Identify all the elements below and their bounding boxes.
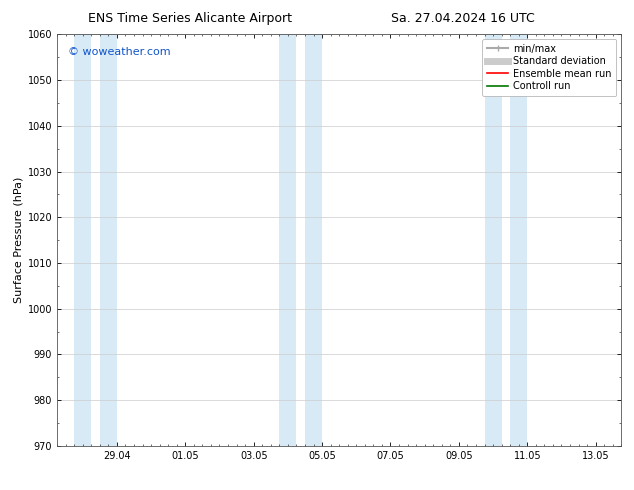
Text: © woweather.com: © woweather.com <box>68 47 171 57</box>
Y-axis label: Surface Pressure (hPa): Surface Pressure (hPa) <box>13 177 23 303</box>
Bar <box>305 34 322 446</box>
Text: ENS Time Series Alicante Airport: ENS Time Series Alicante Airport <box>88 12 292 25</box>
Bar <box>74 34 91 446</box>
Bar <box>510 34 527 446</box>
Legend: min/max, Standard deviation, Ensemble mean run, Controll run: min/max, Standard deviation, Ensemble me… <box>482 39 616 96</box>
Bar <box>100 34 117 446</box>
Bar <box>484 34 501 446</box>
Bar <box>280 34 297 446</box>
Text: Sa. 27.04.2024 16 UTC: Sa. 27.04.2024 16 UTC <box>391 12 534 25</box>
